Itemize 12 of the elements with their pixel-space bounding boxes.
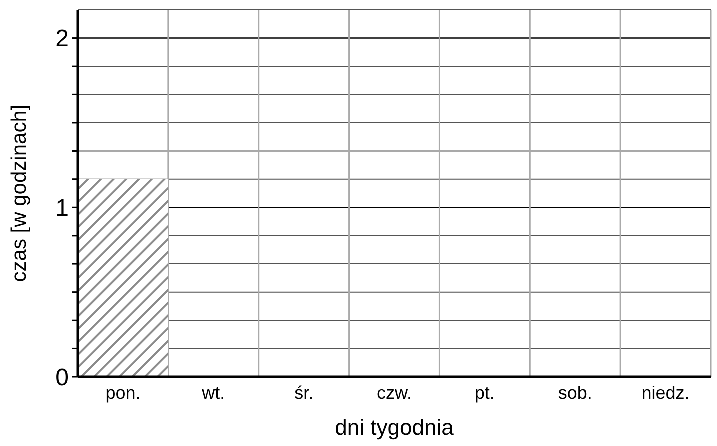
y-tick-label: 1 (56, 195, 69, 222)
y-tick-label: 0 (56, 364, 69, 392)
x-tick-label: czw. (376, 383, 412, 403)
x-tick-label: śr. (294, 383, 314, 403)
x-tick-label: sob. (558, 383, 592, 403)
x-tick-label: pt. (474, 383, 495, 403)
x-axis-title: dni tygodnia (335, 415, 455, 440)
x-tick-label: niedz. (642, 383, 690, 403)
y-axis-title: czas [w godzinach] (8, 104, 31, 282)
y-tick-label: 2 (56, 26, 69, 53)
x-tick-label: wt. (201, 383, 226, 403)
x-tick-label: pon. (106, 383, 141, 403)
